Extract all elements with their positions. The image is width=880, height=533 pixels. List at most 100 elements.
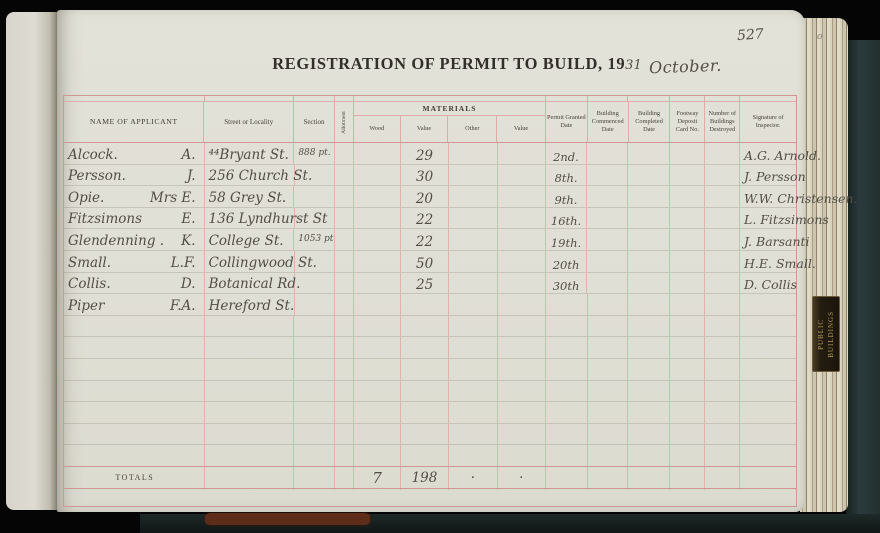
cell-street: College St. xyxy=(205,229,295,250)
cell-value2 xyxy=(498,143,546,164)
table-row xyxy=(64,337,796,359)
cell-other xyxy=(449,250,498,272)
cell-section: 1053 pt xyxy=(294,229,336,250)
opposite-page xyxy=(6,12,58,510)
cell-signature: H.E. Small. xyxy=(744,255,816,271)
totals-wood: 7 xyxy=(354,467,402,488)
cell-completed xyxy=(628,207,671,229)
cell-allotment xyxy=(335,229,355,250)
cell-allotment xyxy=(335,207,355,229)
cell-value1: 29 xyxy=(401,143,449,164)
cell-destroyed xyxy=(705,294,741,315)
cell-value2 xyxy=(498,380,546,402)
cell-section xyxy=(295,294,336,315)
cell-street: Hereford St. xyxy=(205,294,295,315)
cell-commenced xyxy=(588,337,629,358)
cell-completed xyxy=(628,164,671,186)
header-wood: Wood xyxy=(354,116,401,142)
cell-completed xyxy=(628,402,671,423)
cell-permit-date: 2nd. xyxy=(546,143,588,164)
cell-completed xyxy=(628,250,671,272)
cell-commenced xyxy=(587,229,629,250)
table-row: Opie. Mrs E. 58 Grey St. 20 9th. W.W. Chr… xyxy=(64,186,858,208)
header-destroyed: Number of Buildings Destroyed xyxy=(705,102,741,142)
cell-section xyxy=(294,402,336,423)
cell-section xyxy=(295,250,336,272)
cell-section xyxy=(294,423,336,445)
cell-section xyxy=(294,186,336,207)
cell-other xyxy=(449,272,498,294)
cell-section xyxy=(295,207,336,229)
cell-commenced xyxy=(587,272,629,294)
title-month-handwritten: October. xyxy=(648,55,723,78)
cell-completed xyxy=(628,272,671,294)
table-row xyxy=(64,358,796,381)
cell-name: Collis. D. xyxy=(64,272,205,294)
cell-destroyed xyxy=(705,445,741,466)
cell-value1 xyxy=(401,402,449,423)
cell-wood xyxy=(354,207,402,229)
cell-commenced xyxy=(588,402,629,423)
table-row: Small. L.F. Collingwood St. 50 20th H.E. … xyxy=(64,250,816,273)
cell-footway xyxy=(670,380,706,402)
table-row: Piper F.A. Hereford St. xyxy=(64,294,796,316)
table-row xyxy=(64,445,796,466)
cell-permit-date: 30th xyxy=(546,272,588,294)
cell-allotment xyxy=(335,423,355,445)
cell-completed xyxy=(628,423,671,445)
cell-signature: J. Persson xyxy=(744,169,806,185)
cell-street: Collingwood St. xyxy=(205,250,317,272)
cell-value2 xyxy=(498,250,546,272)
cell-destroyed xyxy=(705,164,741,186)
cell-name xyxy=(64,337,205,358)
cell-wood xyxy=(354,294,402,315)
cell-wood xyxy=(354,250,402,272)
cell-street: 58 Grey St. xyxy=(205,186,295,207)
cell-signature xyxy=(740,381,796,402)
cell-other xyxy=(449,380,498,402)
cell-other xyxy=(449,423,498,445)
cell-footway xyxy=(670,186,706,207)
totals-row: TOTALS 7 198 · · xyxy=(64,466,796,489)
table-row: Collis. D. Botanical Rd. 25 30th D. Colli… xyxy=(64,272,797,295)
cell-name: Small. L.F. xyxy=(64,250,205,272)
table-row: Persson. J. 256 Church St. 30 8th. J. Per… xyxy=(64,164,806,187)
cell-value2 xyxy=(498,186,546,207)
cell-completed xyxy=(628,358,671,380)
cell-name xyxy=(64,380,205,402)
title-year-handwritten: 31 xyxy=(625,58,642,73)
cell-signature: J. Barsanti xyxy=(744,233,810,249)
cell-permit-date xyxy=(546,445,588,466)
page-title: REGISTRATION OF PERMIT TO BUILD, 1931 xyxy=(177,54,737,74)
cell-wood xyxy=(354,358,402,380)
cell-other xyxy=(449,229,498,250)
cell-signature: W.W. Christensen. xyxy=(743,190,858,206)
table-header: NAME OF APPLICANT Street or Locality Sec… xyxy=(64,102,796,143)
header-permit-date: Permit Granted Date xyxy=(546,102,588,142)
cell-value1 xyxy=(401,380,449,402)
cell-street xyxy=(205,315,295,337)
cell-street: ⁴⁴Bryant St. xyxy=(205,143,295,164)
cell-footway xyxy=(670,315,706,337)
page-number: 527 xyxy=(736,26,765,45)
cell-footway xyxy=(670,272,706,294)
header-name: NAME OF APPLICANT xyxy=(64,102,205,142)
header-commenced-date: Building Commenced Date xyxy=(588,102,629,142)
cell-destroyed xyxy=(705,358,741,380)
table-row xyxy=(64,380,796,403)
cell-footway xyxy=(670,423,706,445)
table-row xyxy=(64,423,796,446)
cell-name: Opie. Mrs E. xyxy=(64,186,205,207)
cell-allotment xyxy=(335,272,355,294)
cell-wood xyxy=(354,143,401,164)
cell-destroyed xyxy=(705,380,741,402)
cell-other xyxy=(449,143,498,164)
cell-other xyxy=(449,358,498,380)
side-tab-public-buildings: PUBLIC BUILDINGS xyxy=(812,296,840,372)
cell-value2 xyxy=(498,272,546,294)
header-materials: MATERIALS xyxy=(353,102,545,116)
cell-street xyxy=(205,380,295,402)
cell-completed xyxy=(628,186,671,207)
table-body: Alcock. A. ⁴⁴Bryant St. 888 pt. 29 2nd. A… xyxy=(64,143,858,466)
cell-destroyed xyxy=(705,402,741,423)
